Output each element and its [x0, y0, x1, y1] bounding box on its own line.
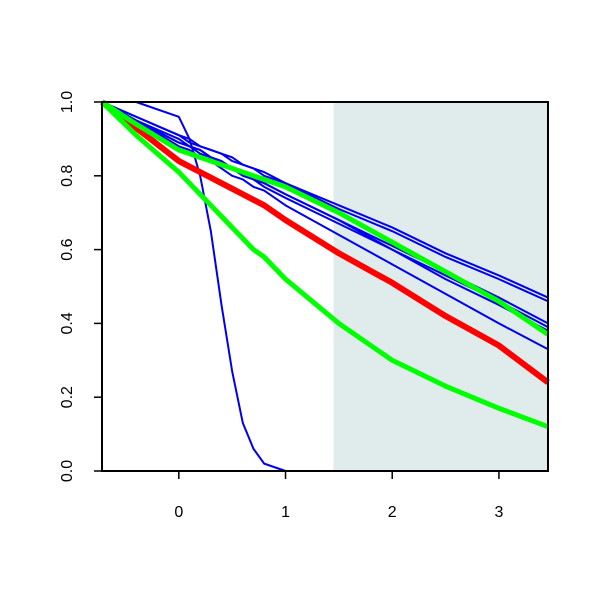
y-tick-label: 0.6: [59, 238, 76, 260]
line-series: [100, 99, 550, 385]
x-tick-label: 1: [281, 504, 290, 521]
shaded-region: [333, 102, 548, 471]
y-tick-label: 0.0: [59, 460, 76, 482]
x-tick-label: 2: [388, 504, 397, 521]
x-tick-label: 0: [174, 504, 183, 521]
line-series: [101, 101, 549, 332]
y-tick-label: 0.8: [59, 165, 76, 187]
y-tick-label: 0.4: [59, 312, 76, 334]
line-series: [100, 99, 550, 337]
line-series: [101, 101, 549, 303]
line-series: [100, 100, 549, 430]
plot-frame: [101, 101, 549, 472]
x-tick-label: 3: [494, 504, 503, 521]
y-tick-label: 1.0: [59, 91, 76, 113]
line-series: [101, 101, 549, 351]
y-tick-label: 0.2: [59, 386, 76, 408]
